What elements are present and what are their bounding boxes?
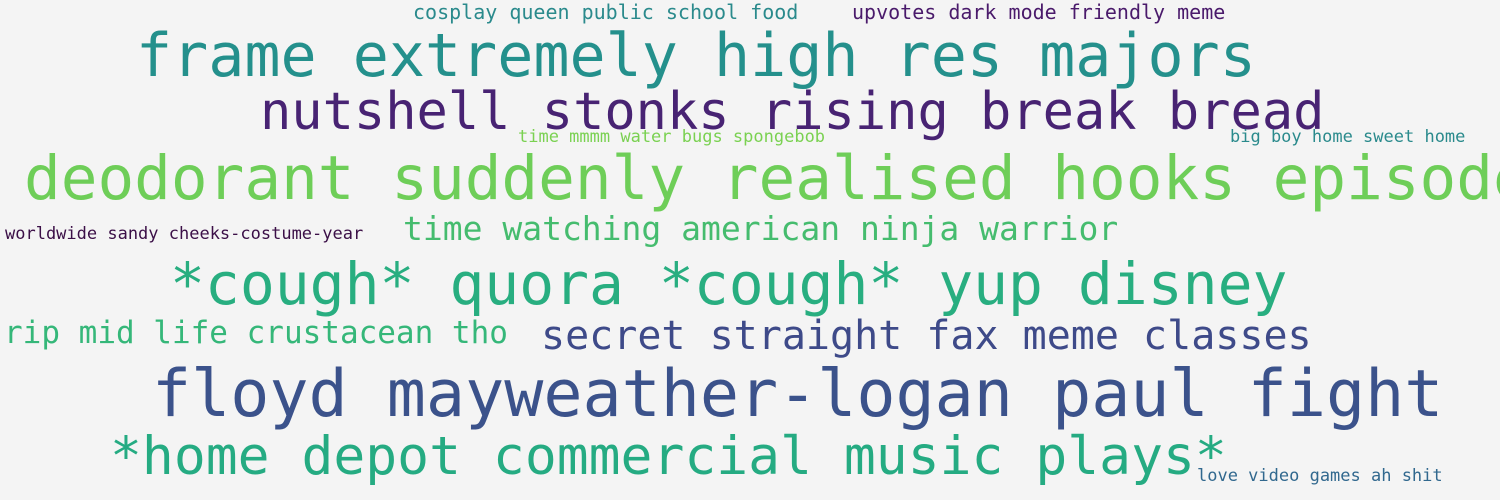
phrase-big-boy-home: big boy home sweet home [1230,127,1466,147]
phrase-love-video-games: love video games ah shit [1197,466,1443,486]
phrase-floyd-mayweather: floyd mayweather-logan paul fight [152,357,1444,432]
phrase-cough-quora: *cough* quora *cough* yup disney [170,250,1288,318]
phrase-nutshell-stonks: nutshell stonks rising break bread [260,82,1325,142]
phrase-rip-mid-life: rip mid life crustacean tho [4,315,508,351]
phrase-secret-straight-fax: secret straight fax meme classes [541,313,1312,359]
phrase-upvotes-dark-mode: upvotes dark mode friendly meme [852,0,1226,24]
phrase-time-mmmm-water-bugs: time mmmm water bugs spongebob [518,127,826,147]
phrase-deodorant-suddenly: deodorant suddenly realised hooks episod… [24,143,1500,214]
phrase-time-watching-ninja: time watching american ninja warrior [403,209,1119,248]
phrase-home-depot: *home depot commercial music plays* [110,426,1227,487]
phrase-cosplay-queen: cosplay queen public school food [413,0,799,24]
phrase-worldwide-sandy-cheeks: worldwide sandy cheeks-costume-year [5,224,364,244]
phrase-frame-extremely-high-res: frame extremely high res majors [136,21,1256,91]
